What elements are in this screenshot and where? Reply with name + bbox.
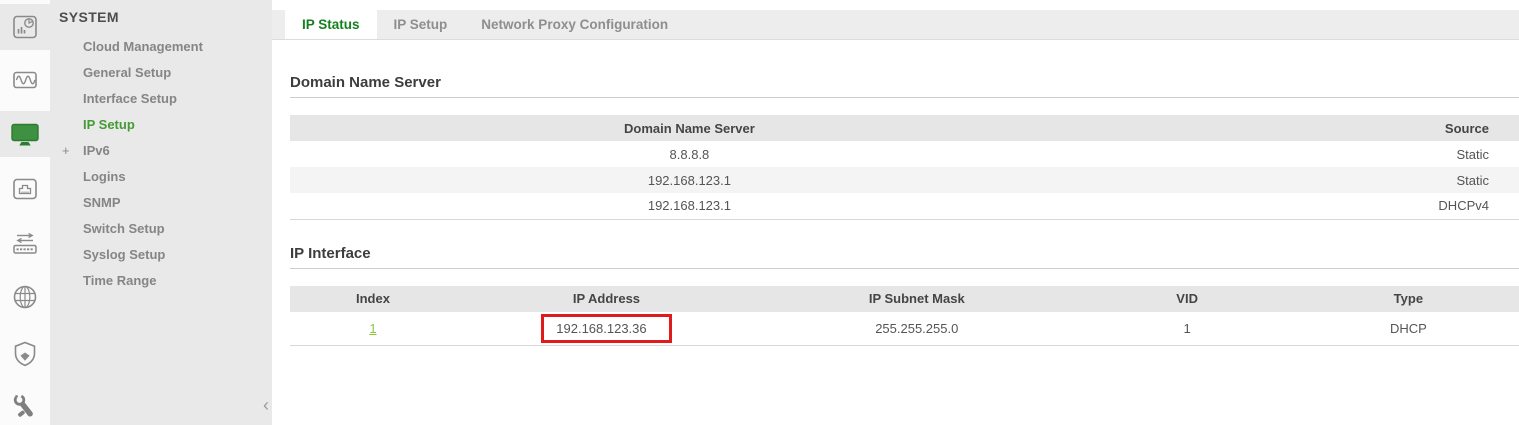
sidebar-item-label: Cloud Management [83, 39, 203, 54]
subnet-mask-cell: 255.255.255.0 [875, 320, 959, 336]
switch-device-icon [10, 229, 40, 259]
dns-server-cell: 8.8.8.8 [669, 146, 710, 162]
dns-table: Domain Name Server Source 8.8.8.8 Static… [290, 115, 1519, 220]
wrench-tools-icon [10, 392, 40, 422]
ip-interface-table: Index IP Address IP Subnet Mask VID Type… [290, 285, 1519, 346]
type-column-header: Type [1297, 285, 1519, 312]
dns-server-cell: 192.168.123.1 [647, 172, 731, 188]
rail-item-system[interactable] [0, 111, 50, 157]
sidebar-item-syslog-setup[interactable]: Syslog Setup [50, 242, 272, 268]
sidebar-item-switch-setup[interactable]: Switch Setup [50, 216, 272, 242]
tab-bar: IP Status IP Setup Network Proxy Configu… [272, 10, 1519, 40]
dns-source-cell: DHCPv4 [1438, 198, 1489, 214]
ip-interface-row: 1 192.168.123.36 255.255.255.0 1 DHCP [290, 312, 1519, 346]
sidebar-item-label: Syslog Setup [83, 247, 166, 262]
expand-plus-icon[interactable]: + [62, 143, 70, 158]
index-column-header: Index [290, 285, 456, 312]
sidebar-item-label: Logins [83, 169, 126, 184]
dashboard-chart-icon [10, 12, 40, 42]
dns-table-header-row: Domain Name Server Source [290, 115, 1519, 141]
annotation-red-box: 192.168.123.36 [541, 313, 672, 343]
sidebar-item-interface-setup[interactable]: Interface Setup [50, 86, 272, 112]
dns-source-column-header: Source [1088, 115, 1519, 141]
dns-table-row: 192.168.123.1 DHCPv4 [290, 193, 1519, 219]
type-cell: DHCP [1389, 320, 1427, 336]
sidebar-item-ip-setup[interactable]: IP Setup [50, 112, 272, 138]
ip-address-cell: 192.168.123.36 [456, 312, 757, 346]
tab-network-proxy-configuration[interactable]: Network Proxy Configuration [481, 17, 669, 32]
vid-column-header: VID [1076, 285, 1298, 312]
sidebar-item-snmp[interactable]: SNMP [50, 190, 272, 216]
sidebar-item-ipv6[interactable]: + IPv6 [50, 138, 272, 164]
ip-interface-section-title: IP Interface [290, 244, 371, 262]
sidebar-item-label: Interface Setup [83, 91, 177, 106]
sidebar-menu: SYSTEM Cloud Management General Setup In… [50, 0, 272, 425]
sidebar-item-label: Time Range [83, 273, 157, 288]
main-content: IP Status IP Setup Network Proxy Configu… [272, 0, 1519, 425]
interface-index-link[interactable]: 1 [369, 320, 377, 336]
dns-table-row: 192.168.123.1 Static [290, 167, 1519, 193]
dns-source-cell: Static [1456, 172, 1489, 188]
ip-interface-header-row: Index IP Address IP Subnet Mask VID Type [290, 285, 1519, 312]
section-divider [290, 267, 1519, 269]
rail-item-networking[interactable] [0, 274, 50, 320]
rail-item-security[interactable] [0, 331, 50, 377]
monitor-icon [9, 119, 41, 149]
sidebar-item-cloud-management[interactable]: Cloud Management [50, 34, 272, 60]
rail-item-monitoring[interactable] [0, 57, 50, 103]
rail-item-maintenance[interactable] [0, 384, 50, 425]
sidebar-item-general-setup[interactable]: General Setup [50, 60, 272, 86]
sidebar-item-label: General Setup [83, 65, 172, 80]
dns-server-cell: 192.168.123.1 [647, 198, 731, 214]
ethernet-port-icon [10, 174, 40, 204]
ip-address-value: 192.168.123.36 [556, 320, 647, 336]
shield-icon [10, 339, 40, 369]
waveform-icon [10, 65, 40, 95]
sidebar-item-label: IP Setup [83, 117, 135, 132]
dns-table-row: 8.8.8.8 Static [290, 141, 1519, 167]
dns-server-column-header: Domain Name Server [290, 115, 1089, 141]
tab-ip-setup[interactable]: IP Setup [393, 17, 448, 32]
sidebar-item-label: Switch Setup [83, 221, 165, 236]
vid-cell: 1 [1183, 320, 1191, 336]
sidebar-section-title: SYSTEM [59, 9, 119, 25]
sidebar-items: Cloud Management General Setup Interface… [50, 27, 272, 294]
sidebar-item-label: IPv6 [83, 143, 110, 158]
sidebar-collapse-chevron-icon[interactable]: ‹ [263, 395, 269, 415]
sidebar-item-time-range[interactable]: Time Range [50, 268, 272, 294]
sidebar-item-logins[interactable]: Logins [50, 164, 272, 190]
tab-ip-status[interactable]: IP Status [285, 10, 377, 39]
ip-address-column-header: IP Address [455, 285, 757, 312]
top-strip [272, 0, 1519, 10]
rail-item-dashboard[interactable] [0, 4, 50, 50]
dns-section-title: Domain Name Server [290, 74, 441, 91]
dns-source-cell: Static [1456, 146, 1489, 162]
sidebar-item-label: SNMP [83, 195, 121, 210]
globe-icon [10, 282, 40, 312]
icon-rail [0, 0, 50, 425]
index-cell: 1 [290, 312, 456, 346]
rail-item-port[interactable] [0, 166, 50, 212]
subnet-mask-column-header: IP Subnet Mask [757, 285, 1077, 312]
page-body: Domain Name Server Domain Name Server So… [272, 74, 1519, 346]
section-divider [290, 97, 1519, 98]
rail-item-switching[interactable] [0, 221, 50, 267]
